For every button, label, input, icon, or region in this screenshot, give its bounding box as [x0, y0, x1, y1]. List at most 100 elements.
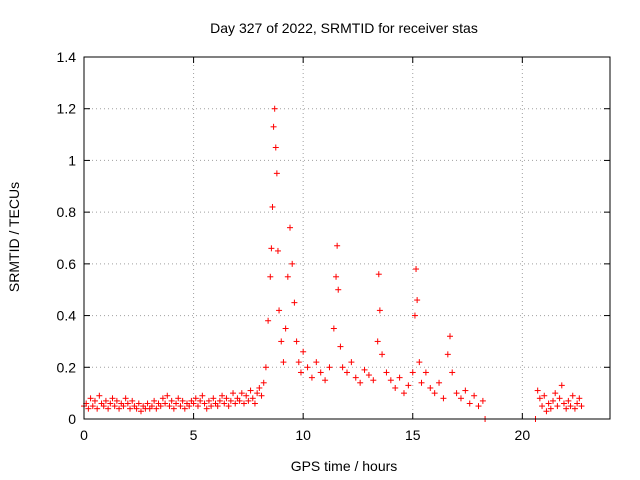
data-point [148, 403, 155, 410]
data-point [144, 400, 151, 407]
y-axis-label: SRMTID / TECUs [6, 182, 22, 292]
data-point [554, 403, 561, 410]
data-point [444, 351, 451, 358]
data-point [560, 400, 567, 407]
data-point [273, 170, 280, 177]
data-point [289, 260, 296, 267]
data-point [547, 405, 554, 412]
data-point [124, 400, 131, 407]
data-point [413, 266, 420, 273]
y-tick-label: 1.4 [57, 49, 77, 65]
data-point [116, 405, 123, 412]
data-point [153, 405, 160, 412]
data-point [151, 397, 158, 404]
data-point [227, 397, 234, 404]
data-point [291, 299, 298, 306]
data-point [210, 395, 217, 402]
data-point [199, 392, 206, 399]
data-point [534, 387, 541, 394]
data-point [357, 379, 364, 386]
data-point [479, 397, 486, 404]
data-point [181, 405, 188, 412]
data-point [457, 395, 464, 402]
data-point [100, 403, 107, 410]
data-point [175, 395, 182, 402]
data-point [400, 390, 407, 397]
data-point [334, 242, 341, 249]
data-point [102, 397, 109, 404]
data-point [565, 397, 572, 404]
x-tick-label: 15 [405, 427, 421, 443]
data-point [133, 405, 140, 412]
data-point [556, 395, 563, 402]
grid-lines [84, 57, 610, 419]
data-point [361, 366, 368, 373]
data-point [405, 382, 412, 389]
data-point [287, 224, 294, 231]
data-point [91, 397, 98, 404]
data-point [197, 397, 204, 404]
data-point [219, 392, 226, 399]
data-point [449, 369, 456, 376]
data-point [466, 400, 473, 407]
data-point [129, 397, 136, 404]
data-point [558, 382, 565, 389]
chart-title: Day 327 of 2022, SRMTID for receiver sta… [210, 20, 478, 36]
data-point [216, 397, 223, 404]
data-point [162, 400, 169, 407]
data-point [274, 247, 281, 254]
y-tick-label: 1.2 [57, 101, 77, 117]
data-point [249, 395, 256, 402]
data-point [578, 403, 585, 410]
data-point [265, 317, 272, 324]
data-point [221, 400, 228, 407]
data-point [271, 105, 278, 112]
data-point [245, 397, 252, 404]
data-point [170, 405, 177, 412]
data-point [541, 392, 548, 399]
data-point [105, 405, 112, 412]
data-point [190, 400, 197, 407]
data-points [81, 105, 585, 422]
data-point [186, 403, 193, 410]
data-point [313, 359, 320, 366]
data-point [168, 397, 175, 404]
data-point [335, 286, 342, 293]
data-point [173, 400, 180, 407]
x-tick-label: 10 [295, 427, 311, 443]
data-point [194, 403, 201, 410]
data-point [392, 384, 399, 391]
data-point [113, 397, 120, 404]
data-point [262, 364, 269, 371]
x-tick-label: 20 [515, 427, 531, 443]
data-point [411, 312, 418, 319]
data-point [85, 405, 92, 412]
data-point [251, 400, 258, 407]
data-point [270, 123, 277, 130]
data-point [471, 392, 478, 399]
data-point [431, 390, 438, 397]
y-tick-label: 0.2 [57, 359, 77, 375]
data-point [539, 403, 546, 410]
data-point [462, 387, 469, 394]
data-point [120, 403, 127, 410]
data-point [344, 369, 350, 376]
data-point [295, 359, 302, 366]
data-point [96, 392, 103, 399]
data-point [453, 390, 460, 397]
data-point [164, 392, 171, 399]
data-point [422, 369, 429, 376]
data-point [383, 369, 390, 376]
data-point [576, 395, 583, 402]
data-point [205, 397, 212, 404]
data-point [308, 374, 315, 381]
data-point [135, 400, 142, 407]
data-point [282, 325, 289, 332]
data-point [475, 403, 482, 410]
data-point [414, 297, 421, 304]
data-point [208, 403, 215, 410]
data-point [297, 369, 304, 376]
data-point [276, 307, 283, 314]
